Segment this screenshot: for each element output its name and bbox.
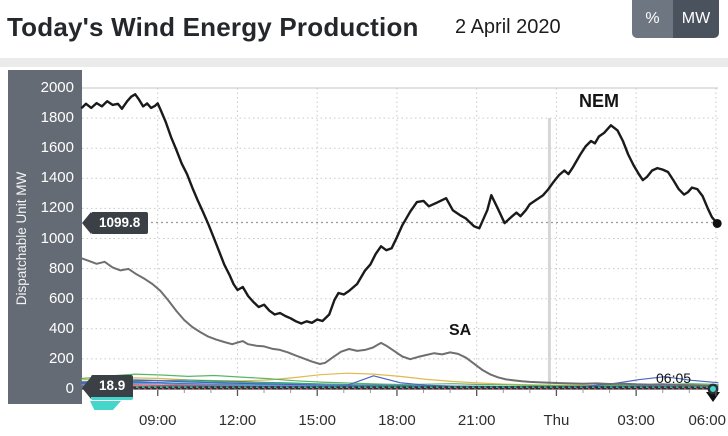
nem-line <box>80 93 719 325</box>
y-tick-label: 1400 <box>40 169 74 187</box>
current-time-label: 06:05 <box>656 370 692 386</box>
y-axis-panel <box>8 70 82 404</box>
y-tick-label: 1600 <box>40 139 74 157</box>
sa-current-value: 18.9 <box>91 375 134 400</box>
unit-toggle: % MW <box>632 0 719 38</box>
header: Today's Wind Energy Production 2 April 2… <box>0 0 728 58</box>
series-farm-green-line <box>81 373 719 387</box>
header-divider <box>0 58 728 67</box>
time-marker-dot-icon <box>707 383 719 395</box>
y-tick-label: 1200 <box>40 199 74 217</box>
nem-end-dot <box>712 218 722 228</box>
y-tick-label: 0 <box>65 380 74 397</box>
y-tick-label: 200 <box>48 349 74 367</box>
sa-line <box>81 257 719 388</box>
y-tick-label: 2000 <box>40 79 74 96</box>
x-tick-label: 12:00 <box>218 412 257 429</box>
y-tick-label: 1000 <box>40 229 74 247</box>
page-title: Today's Wind Energy Production <box>7 12 419 42</box>
sa-callout-teal-chevron <box>90 401 121 410</box>
x-tick-label: 06:00 <box>688 412 726 429</box>
x-tick-label: 15:00 <box>298 412 336 429</box>
callout-left-arrow-icon <box>82 376 91 399</box>
percent-toggle-button[interactable]: % <box>632 0 673 38</box>
date-label: 2 April 2020 <box>455 16 561 38</box>
mw-toggle-button[interactable]: MW <box>673 0 719 38</box>
x-tick-label: 21:00 <box>457 412 496 429</box>
nem-current-value: 1099.8 <box>91 211 149 234</box>
y-tick-label: 600 <box>48 289 74 307</box>
callout-left-arrow-icon <box>82 211 91 234</box>
y-tick-label: 400 <box>48 319 74 337</box>
x-tick-label: Thu <box>543 412 570 429</box>
sa-series-label: SA <box>449 322 472 339</box>
zero-cluster-band <box>82 386 718 390</box>
x-tick-label: 09:00 <box>138 412 177 429</box>
x-tick-label: 03:00 <box>617 412 655 429</box>
nem-series-label: NEM <box>579 91 619 111</box>
x-tick-label: 18:00 <box>378 412 416 429</box>
y-tick-label: 800 <box>48 259 74 277</box>
sa-value-callout: 18.9 <box>82 375 134 400</box>
y-tick-label: 1800 <box>40 109 74 127</box>
nem-value-callout: 1099.8 <box>82 211 149 234</box>
